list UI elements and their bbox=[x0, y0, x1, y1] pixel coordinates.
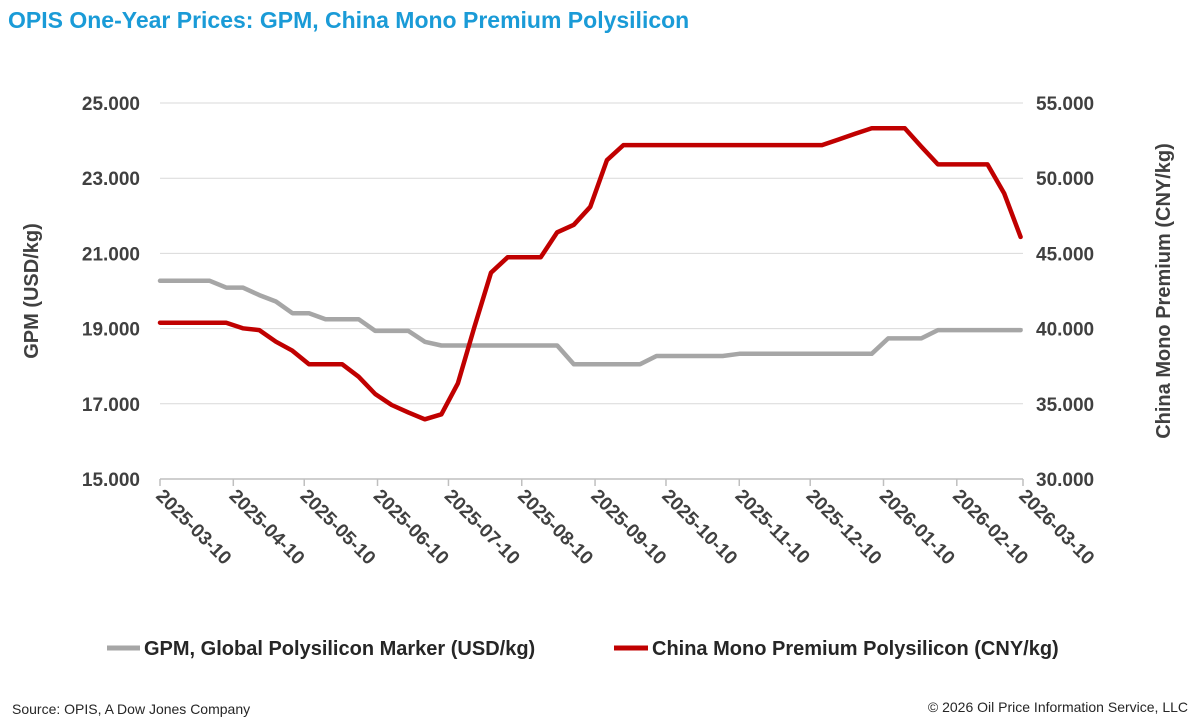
x-tick-label: 2025-11-10 bbox=[731, 486, 814, 569]
chart-title: OPIS One-Year Prices: GPM, China Mono Pr… bbox=[8, 7, 689, 33]
x-tick-label: 2025-12-10 bbox=[802, 486, 886, 570]
right-axis-ticks: 30.000 35.000 40.000 45.000 50.000 55.000 bbox=[1036, 94, 1094, 491]
left-tick-label: 21.000 bbox=[82, 244, 140, 265]
legend: GPM, Global Polysilicon Marker (USD/kg) … bbox=[107, 638, 1059, 660]
x-axis-ticks: 2025-03-102025-04-102025-05-102025-06-10… bbox=[151, 479, 1098, 569]
x-tick-label: 2025-07-10 bbox=[440, 486, 524, 570]
right-tick-label: 45.000 bbox=[1036, 244, 1094, 265]
left-tick-label: 25.000 bbox=[82, 94, 140, 115]
china-mono-series-line bbox=[157, 126, 1023, 422]
x-tick-label: 2026-01-10 bbox=[875, 486, 959, 570]
right-tick-label: 50.000 bbox=[1036, 169, 1094, 190]
x-tick-label: 2025-05-10 bbox=[296, 486, 380, 570]
left-tick-label: 15.000 bbox=[82, 470, 140, 491]
x-tick-label: 2025-10-10 bbox=[657, 486, 741, 570]
right-tick-label: 55.000 bbox=[1036, 94, 1094, 115]
right-tick-label: 35.000 bbox=[1036, 395, 1094, 416]
right-tick-label: 30.000 bbox=[1036, 470, 1094, 491]
right-axis-title: China Mono Premium (CNY/kg) bbox=[1153, 143, 1175, 439]
x-tick-label: 2025-06-10 bbox=[369, 486, 453, 570]
left-axis-ticks: 15.000 17.000 19.000 21.000 23.000 25.000 bbox=[82, 94, 140, 491]
x-tick-label: 2025-04-10 bbox=[225, 486, 309, 570]
x-tick-label: 2025-03-10 bbox=[151, 486, 235, 570]
gridlines bbox=[160, 102, 1023, 405]
x-tick-label: 2025-09-10 bbox=[587, 486, 671, 570]
x-tick-label: 2025-08-10 bbox=[513, 486, 597, 570]
gpm-series-line bbox=[157, 278, 1023, 367]
left-tick-label: 17.000 bbox=[82, 395, 140, 416]
source-note: Source: OPIS, A Dow Jones Company bbox=[12, 701, 250, 717]
left-tick-label: 23.000 bbox=[82, 169, 140, 190]
copyright-note: © 2026 Oil Price Information Service, LL… bbox=[928, 699, 1188, 715]
legend-label-gpm: GPM, Global Polysilicon Marker (USD/kg) bbox=[144, 638, 535, 660]
left-tick-label: 19.000 bbox=[82, 320, 140, 341]
right-tick-label: 40.000 bbox=[1036, 320, 1094, 341]
series-lines bbox=[157, 126, 1023, 422]
left-axis-title: GPM (USD/kg) bbox=[21, 223, 43, 359]
legend-label-china-mono: China Mono Premium Polysilicon (CNY/kg) bbox=[652, 638, 1059, 660]
